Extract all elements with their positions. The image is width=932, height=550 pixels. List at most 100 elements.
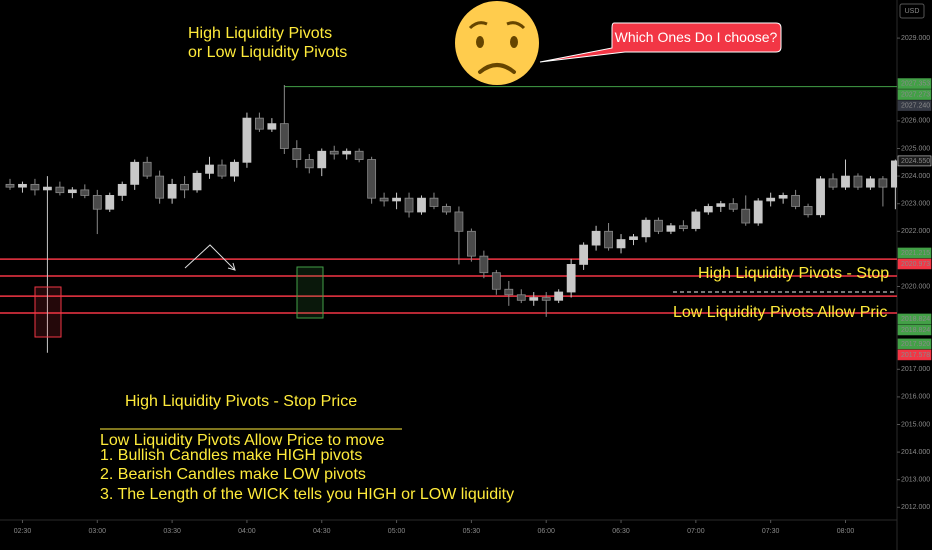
price-label: 2020.973 — [901, 261, 930, 268]
price-label-box — [897, 155, 932, 167]
y-tick-label: 2022.000 — [901, 228, 930, 235]
candle-body — [629, 236, 638, 240]
price-label: 2018.824 — [901, 327, 930, 334]
candle-body — [205, 164, 214, 174]
candle-body — [466, 230, 476, 257]
candle-body — [117, 183, 127, 196]
x-tick-label: 03:30 — [163, 528, 181, 535]
candle-body — [292, 148, 302, 160]
candle-body — [55, 186, 65, 194]
candle-body — [317, 150, 327, 169]
bottom-low-text: Low Liquidity Pivots Allow Price to move — [100, 432, 385, 449]
speech-bubble: Which Ones Do I choose? — [539, 22, 782, 63]
price-label-box — [897, 100, 932, 111]
candle-body — [853, 175, 863, 188]
candle-body — [367, 159, 377, 199]
candle-body — [479, 255, 489, 274]
candle-body — [43, 186, 52, 191]
candle-body — [429, 197, 439, 207]
candle-body — [866, 178, 875, 188]
candle-body — [816, 178, 825, 216]
y-tick-label: 2015.000 — [901, 421, 930, 428]
y-tick-label: 2016.000 — [901, 394, 930, 401]
price-label: 2027.273 — [901, 91, 930, 98]
note: 2. Bearish Candles make LOW pivots — [100, 466, 366, 483]
candle-body — [491, 272, 501, 290]
currency-box[interactable] — [899, 3, 925, 19]
right-low-text: Low Liquidity Pivots Allow Pric — [673, 304, 887, 321]
candle-body — [230, 161, 239, 177]
candle-body — [678, 225, 688, 229]
candle-body — [80, 189, 90, 196]
high-liquidity-box — [34, 286, 62, 338]
price-label-box — [897, 338, 932, 350]
candle-body — [716, 203, 726, 207]
currency[interactable]: USD — [905, 8, 920, 15]
candle-body — [342, 150, 352, 155]
candle-body — [591, 230, 601, 246]
candle-body — [392, 197, 401, 202]
x-tick-label: 05:00 — [388, 528, 406, 535]
title-line: or Low Liquidity Pivots — [188, 44, 347, 61]
candle-body — [130, 161, 140, 185]
arrow-head — [227, 262, 236, 271]
candle-body — [641, 219, 651, 238]
x-tick-label: 06:00 — [537, 528, 555, 535]
x-tick-label: 04:30 — [313, 528, 331, 535]
price-label: 2027.353 — [901, 80, 930, 87]
arrow — [184, 244, 236, 271]
price-label-box — [897, 78, 932, 89]
candle-body — [180, 183, 189, 191]
price-label: 2024.550 — [901, 158, 930, 165]
candle-body — [267, 123, 277, 130]
bottom-high-text: High Liquidity Pivots - Stop Price — [125, 393, 357, 410]
price-label: 2017.920 — [901, 341, 930, 348]
note: 3. The Length of the WICK tells you HIGH… — [100, 486, 514, 503]
candle-body — [217, 164, 227, 177]
candle-body — [878, 178, 888, 188]
candle-body — [691, 211, 701, 229]
note: 1. Bullish Candles make HIGH pivots — [100, 447, 362, 464]
candle-body — [5, 183, 15, 188]
candle-body — [728, 203, 738, 210]
candle-body — [192, 172, 202, 191]
candle-body — [741, 208, 751, 224]
y-tick-label: 2024.000 — [901, 173, 930, 180]
low-liquidity-box — [296, 266, 324, 319]
price-label-box — [897, 324, 932, 336]
candle-body — [654, 219, 663, 232]
price-label: 2021.215 — [901, 250, 930, 257]
x-tick-label: 05:30 — [463, 528, 481, 535]
price-label-box — [897, 313, 932, 325]
title-line: High Liquidity Pivots — [188, 25, 332, 42]
x-tick-label: 03:00 — [89, 528, 107, 535]
price-label: 2017.578 — [901, 352, 930, 359]
candle-body — [541, 297, 551, 301]
candle-body — [242, 117, 252, 163]
candle-body — [329, 150, 339, 155]
candle-body — [155, 175, 165, 199]
candle-body — [890, 160, 897, 188]
levels — [0, 86, 897, 314]
candle-body — [442, 206, 451, 213]
y-tick-label: 2025.000 — [901, 145, 930, 152]
candle-body — [504, 288, 514, 296]
price-label-box — [897, 258, 932, 270]
y-tick-label: 2026.000 — [901, 118, 930, 125]
candle-body — [529, 297, 539, 301]
candle-body — [404, 197, 414, 213]
candle-body — [803, 206, 813, 216]
candle-body — [454, 211, 464, 232]
candle-body — [703, 206, 713, 213]
candle-body — [766, 197, 776, 202]
x-tick-label: 06:30 — [612, 528, 630, 535]
candle-body — [354, 150, 364, 160]
candle-body — [142, 161, 152, 177]
candle-body — [554, 291, 564, 301]
candle-body — [92, 195, 102, 210]
candle-body — [304, 159, 314, 169]
y-tick-label: 2014.000 — [901, 449, 930, 456]
